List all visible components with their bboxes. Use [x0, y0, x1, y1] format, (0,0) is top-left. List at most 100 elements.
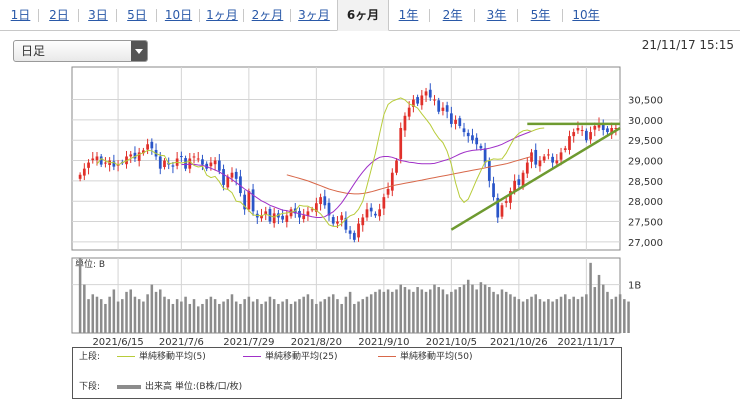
candle-body — [584, 130, 588, 141]
candle-body — [466, 132, 470, 137]
volume-bar — [184, 296, 187, 333]
tab-7[interactable]: 3ヶ月 — [298, 8, 330, 22]
volume-bar — [572, 296, 575, 333]
candle-body — [226, 176, 230, 188]
chart-interval-select[interactable]: 日足 — [13, 40, 148, 62]
volume-bar — [260, 303, 263, 333]
tab-10[interactable]: 2年 — [442, 8, 463, 22]
volume-bar — [315, 303, 318, 333]
volume-bar — [412, 291, 415, 333]
volume-bar — [154, 291, 158, 333]
volume-bar — [163, 296, 166, 333]
tab-8[interactable]: 6ヶ月 — [337, 0, 389, 31]
volume-bar — [530, 296, 533, 333]
candle-body — [188, 158, 192, 169]
volume-bar — [150, 284, 154, 333]
tab-9[interactable]: 1年 — [398, 8, 419, 22]
volume-bar — [125, 291, 128, 333]
candle-body — [95, 156, 99, 161]
candle-body — [365, 209, 369, 218]
tab-0[interactable]: 1日 — [10, 8, 31, 22]
tab-3[interactable]: 5日 — [127, 8, 147, 22]
volume-bar — [462, 284, 466, 333]
candle-body — [538, 160, 542, 167]
volume-bar — [407, 289, 411, 333]
candle-body — [243, 194, 247, 210]
candle-body — [91, 158, 95, 161]
legend-volume: 出来高 単位:(B株/口/枚) — [117, 381, 242, 393]
candle-body — [209, 162, 213, 167]
candle-body — [420, 95, 424, 106]
candle-body — [344, 217, 348, 230]
volume-bar — [116, 301, 120, 333]
candle-body — [264, 211, 268, 215]
tab-13[interactable]: 10年 — [572, 8, 600, 22]
candle-body — [302, 215, 306, 220]
candle-body — [201, 159, 204, 165]
volume-bar — [289, 303, 293, 333]
volume-bar — [420, 289, 424, 333]
volume-bar — [538, 299, 542, 333]
candle-body — [331, 217, 335, 224]
volume-bar — [597, 274, 601, 333]
volume-bar — [580, 296, 584, 333]
volume-bar — [479, 282, 483, 333]
candle-body — [78, 174, 82, 179]
candle-body — [133, 152, 137, 159]
chevron-down-icon[interactable] — [131, 41, 147, 61]
legend-ma50-swatch — [378, 356, 396, 357]
candle-body — [310, 209, 314, 211]
candle-body — [348, 230, 352, 234]
candle-body — [525, 162, 529, 174]
candle-body — [513, 180, 517, 192]
candle-body — [462, 128, 466, 133]
volume-bar — [256, 299, 259, 333]
candle-body — [441, 107, 445, 111]
volume-bar — [264, 301, 267, 333]
volume-bar — [445, 294, 449, 333]
price-tick-label: 29,500 — [628, 136, 663, 147]
volume-bar — [243, 299, 246, 333]
volume-bar — [623, 299, 626, 333]
candle-body — [306, 211, 310, 216]
tab-6[interactable]: 2ヶ月 — [251, 8, 284, 22]
volume-bar — [399, 284, 402, 333]
legend-ma5-swatch — [117, 356, 135, 357]
candle-body — [268, 208, 272, 222]
candle-body — [530, 152, 533, 162]
volume-bar — [298, 299, 301, 333]
volume-bar — [496, 294, 500, 333]
tab-12[interactable]: 5年 — [530, 8, 551, 22]
volume-bar — [593, 287, 597, 333]
tab-5[interactable]: 1ヶ月 — [206, 8, 238, 22]
volume-bar — [137, 299, 141, 333]
tab-1[interactable]: 2日 — [49, 8, 69, 22]
tab-11[interactable]: 3年 — [486, 8, 507, 22]
candle-body — [572, 132, 576, 137]
candle-body — [179, 156, 183, 158]
volume-tick-label: 1B — [628, 281, 641, 292]
candle-body — [171, 165, 175, 167]
volume-bar — [504, 291, 508, 333]
candle-body — [433, 99, 436, 101]
tab-separator — [562, 9, 563, 22]
volume-bar — [441, 289, 445, 333]
volume-bar — [614, 296, 618, 333]
volume-bar — [175, 299, 179, 333]
candle-body — [412, 99, 415, 107]
legend-ma5-label: 単純移動平均(5) — [139, 352, 206, 362]
volume-bar — [492, 291, 495, 333]
tab-2[interactable]: 3日 — [88, 8, 108, 22]
candle-body — [492, 183, 495, 198]
tab-4[interactable]: 10日 — [164, 8, 193, 22]
volume-bar — [369, 294, 373, 333]
tab-separator — [429, 9, 430, 22]
volume-bar — [395, 289, 398, 333]
volume-bar — [323, 299, 327, 333]
ma50-line — [286, 156, 532, 195]
tab-separator — [78, 9, 79, 22]
tab-separator — [290, 9, 291, 22]
price-tick-label: 30,000 — [628, 116, 663, 127]
candle-body — [479, 145, 483, 149]
candle-body — [374, 213, 377, 216]
